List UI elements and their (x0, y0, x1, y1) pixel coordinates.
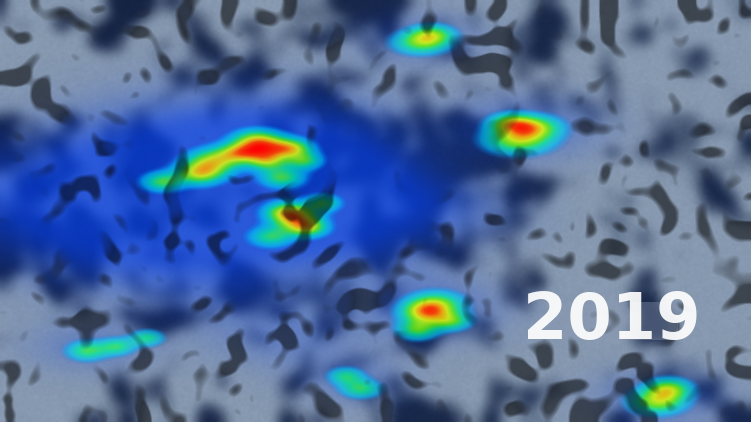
Bar (547, 302, 677, 340)
Text: 2019: 2019 (523, 290, 701, 352)
